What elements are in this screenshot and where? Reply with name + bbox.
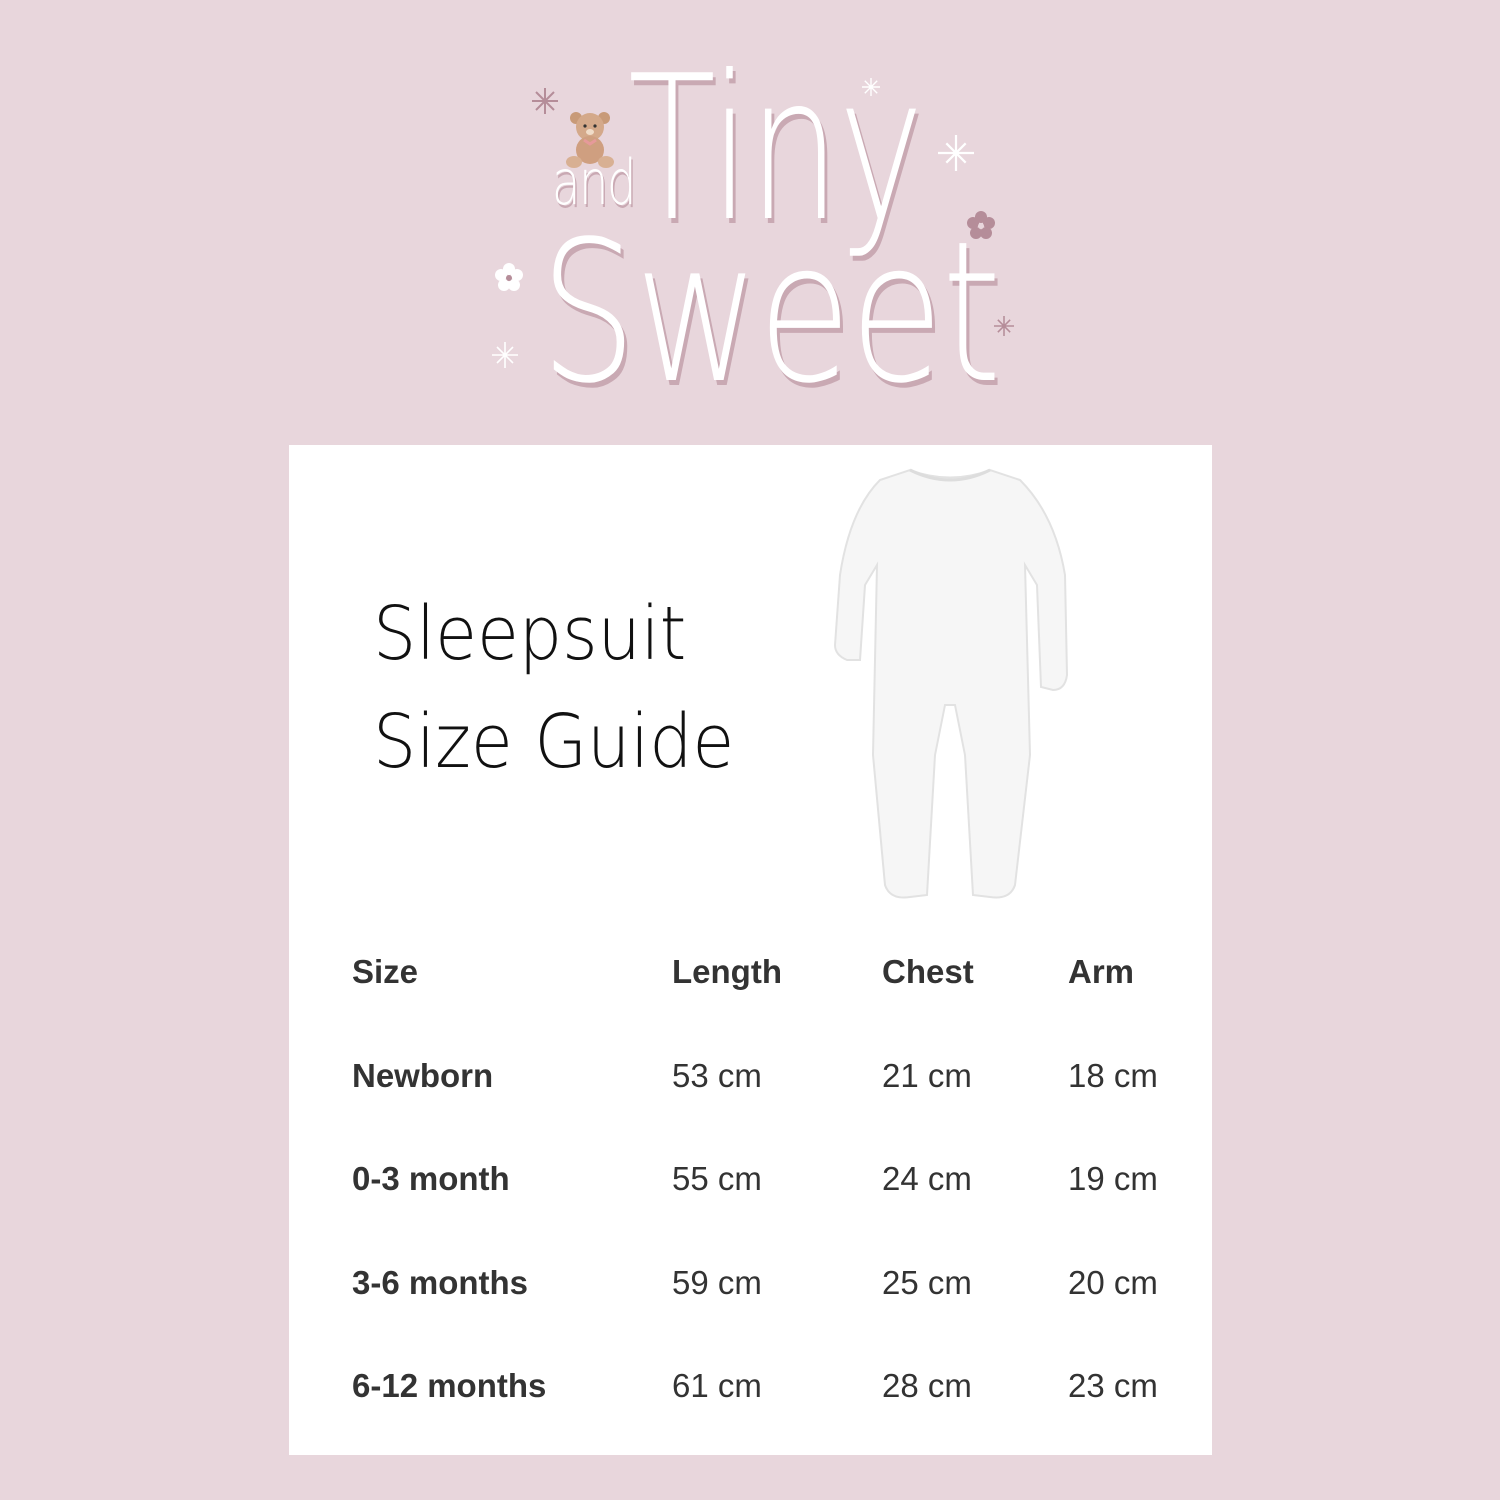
header-chest: Chest [882, 953, 974, 990]
table-row-arm: 18 cm [1068, 1057, 1158, 1094]
table-row-chest: 28 cm [882, 1367, 972, 1404]
flower-icon [967, 211, 995, 239]
brand-logo: and Tiny Sweet [0, 0, 1500, 420]
table-row-arm: 20 cm [1068, 1264, 1158, 1301]
table-row-length: 53 cm [672, 1057, 762, 1094]
teddy-bear-icon [566, 112, 614, 168]
table-row-chest: 24 cm [882, 1160, 972, 1197]
table-row-length: 55 cm [672, 1160, 762, 1197]
header-arm: Arm [1068, 953, 1135, 990]
flower-icon [495, 263, 523, 291]
sparkle-icon [492, 342, 518, 368]
table-row-arm: 19 cm [1068, 1160, 1158, 1197]
table-row-chest: 21 cm [882, 1057, 972, 1094]
table-row-size: 6-12 months [352, 1367, 547, 1404]
sparkle-icon [532, 88, 558, 114]
logo-sweet: Sweet [540, 199, 1002, 426]
sparkle-icon [994, 316, 1014, 336]
table-row-length: 61 cm [672, 1367, 762, 1404]
sparkle-icon [938, 135, 974, 171]
table-row-chest: 25 cm [882, 1264, 972, 1301]
table-row-length: 59 cm [672, 1264, 762, 1301]
sleepsuit-icon [833, 468, 1069, 899]
title-line-2: Size Guide [373, 699, 735, 785]
table-row-arm: 23 cm [1068, 1367, 1158, 1404]
size-guide-card: Sleepsuit Size Guide Size Length Chest A… [289, 445, 1212, 1455]
table-row-size: 3-6 months [352, 1264, 529, 1301]
size-guide-title: Sleepsuit Size Guide [373, 580, 734, 796]
header-size: Size [352, 953, 419, 990]
header-length: Length [672, 953, 782, 990]
sparkle-icon [862, 78, 880, 96]
table-row-size: 0-3 month [352, 1160, 510, 1197]
title-line-1: Sleepsuit [373, 591, 687, 677]
logo-and: and [552, 146, 636, 219]
table-row-size: Newborn [352, 1057, 494, 1094]
